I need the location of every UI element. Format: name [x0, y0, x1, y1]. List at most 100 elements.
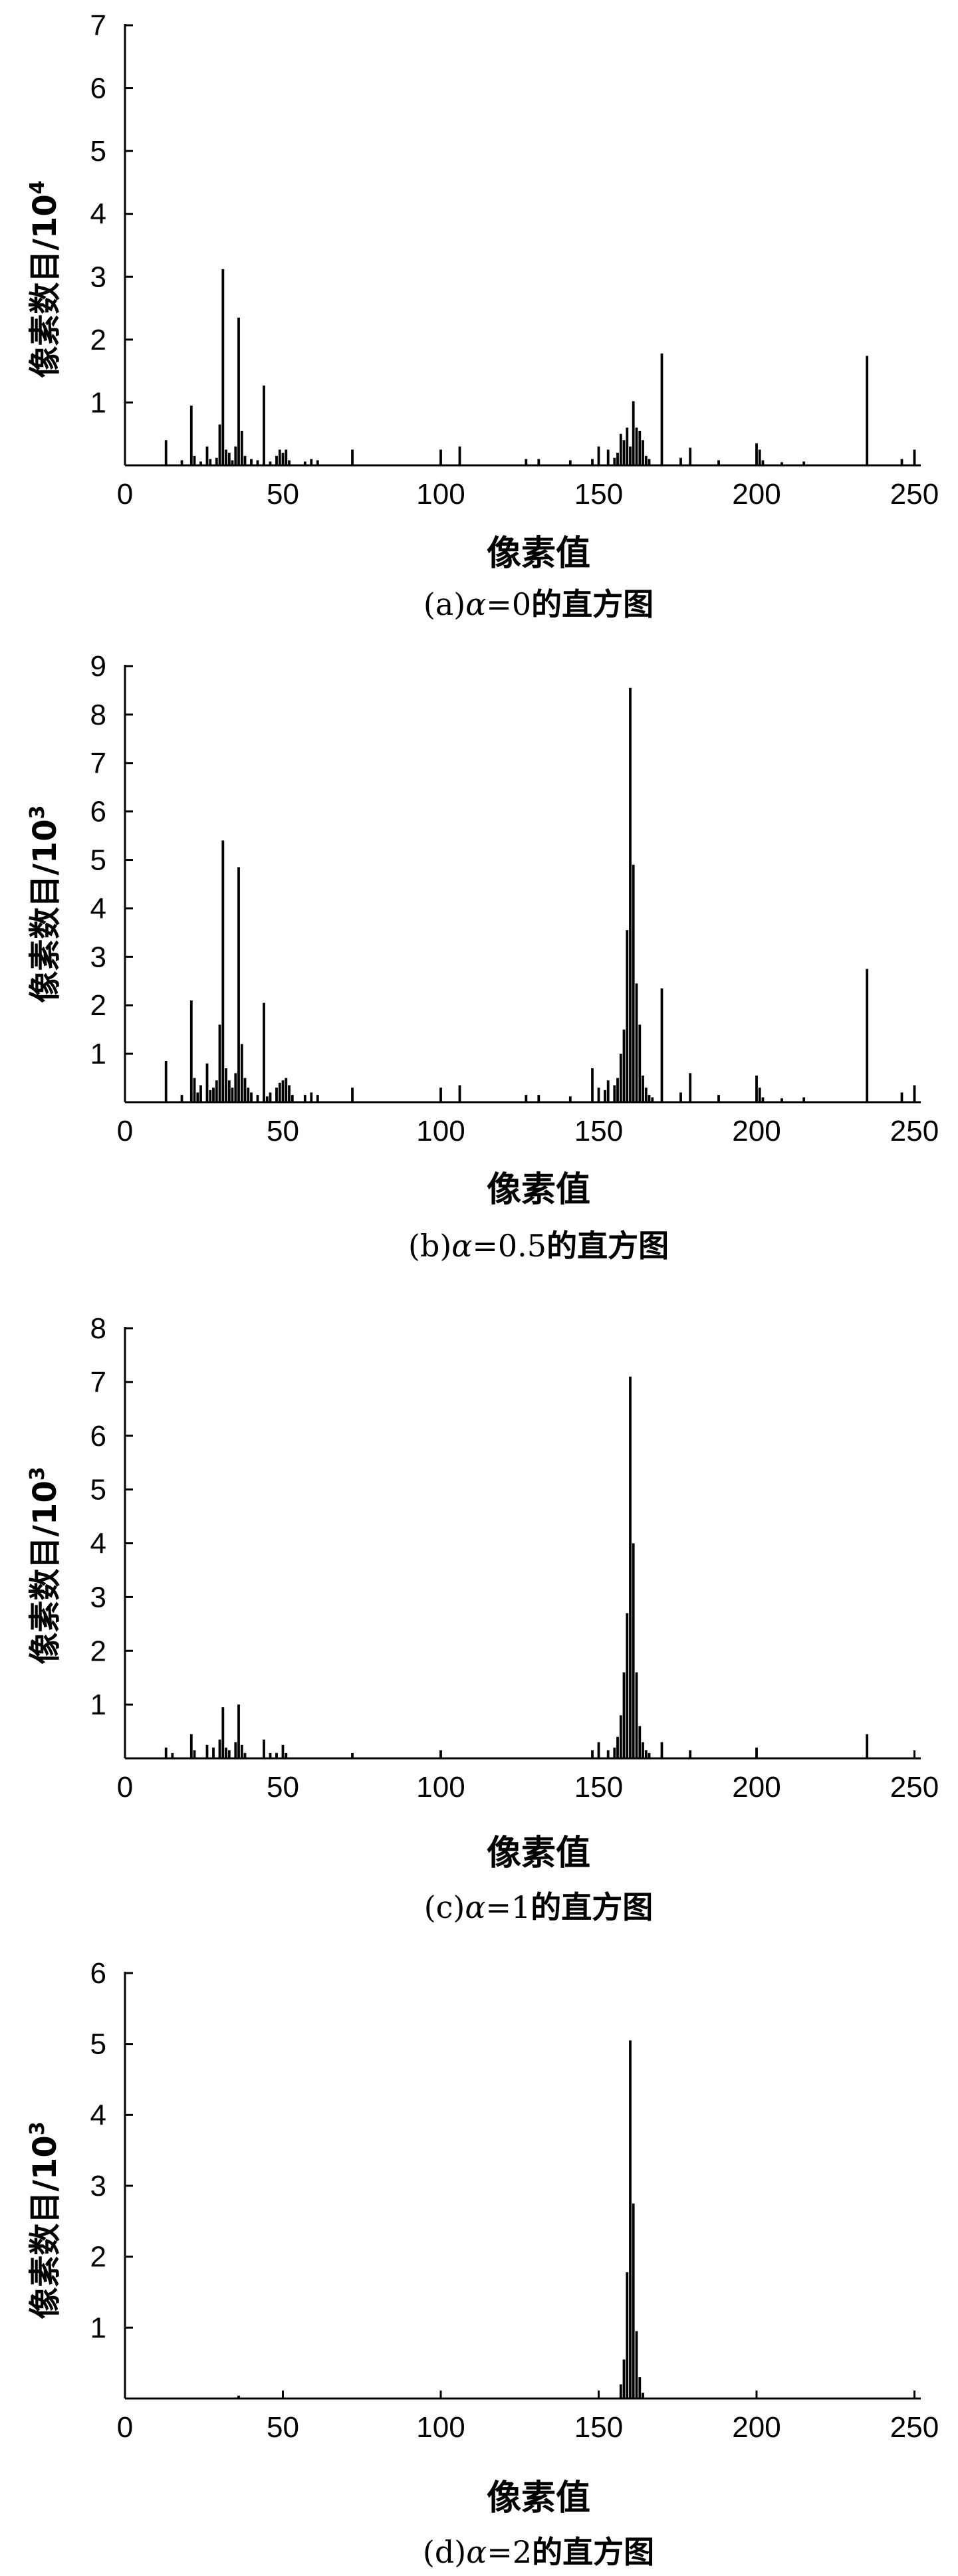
panel-b-bar: [660, 988, 663, 1102]
panel-b-x-tick-label: 200: [732, 1115, 780, 1147]
panel-a-bar: [303, 461, 306, 465]
panel-a-bar: [221, 269, 225, 465]
panel-c-bar: [591, 1750, 594, 1758]
panel-d-x-tick-label: 100: [416, 2411, 465, 2444]
panel-b-bar: [717, 1095, 720, 1102]
panel-a-bar: [689, 447, 692, 465]
panel-c-y-tick-label: 1: [90, 1689, 106, 1721]
panel-d: 0 50 100 150 200 250 1 2 3 4 5 6 像素数目/103 像素值 (d)α=…: [26, 1957, 939, 2570]
panel-d-bar: [629, 2040, 632, 2399]
panel-b-bar: [644, 1088, 648, 1102]
panel-d-bar: [622, 2359, 626, 2399]
panel-b-bar: [648, 1095, 651, 1102]
panel-b-bar: [913, 1085, 916, 1102]
panel-a-bars: [164, 269, 916, 465]
panel-d-bar: [635, 2331, 638, 2399]
panel-a-bar: [780, 462, 783, 465]
panel-b-bar: [568, 1096, 572, 1102]
panel-a-bar: [717, 460, 720, 465]
panel-a: 0 50 100 150 200 250 1 2 3 4 5 6 7 像素数目/104 像素值 (a)α…: [26, 9, 939, 622]
panel-a-bar: [288, 460, 291, 465]
panel-d-x-tick-label: 50: [267, 2411, 299, 2444]
panel-c-y-axis-label: 像素数目/103: [26, 1466, 64, 1664]
panel-c-x-tick-label: 150: [574, 1771, 623, 1804]
panel-a-bar: [278, 449, 281, 465]
panel-b-bar: [632, 864, 635, 1102]
panel-a-caption: (a)α=0的直方图: [423, 586, 654, 622]
panel-b-bar: [619, 1054, 622, 1102]
panel-b-bar: [351, 1088, 354, 1102]
panel-a-bar: [209, 459, 212, 465]
panel-c-bar: [626, 1613, 629, 1758]
panel-b-bar: [679, 1092, 682, 1102]
panel-a-bar: [613, 457, 616, 465]
panel-b-bar: [212, 1088, 215, 1102]
panel-b-bar: [613, 1085, 616, 1102]
panel-d-x-tick-label: 200: [732, 2411, 780, 2444]
panel-a-x-tick-label: 250: [890, 478, 939, 511]
panel-d-axes: [124, 1972, 921, 2400]
panel-b-bar: [250, 1092, 253, 1102]
panel-a-bar: [205, 446, 209, 465]
panel-c-bar: [866, 1734, 869, 1758]
panel-b-ticks: 0 50 100 150 200 250 1 2 3 4 5 6 7 8 9: [90, 650, 939, 1147]
panel-c-x-tick-label: 50: [267, 1771, 299, 1804]
panel-c-bar: [606, 1750, 610, 1758]
panel-b-bar: [755, 1075, 758, 1102]
panel-c-y-tick-label: 7: [90, 1366, 106, 1399]
panel-c-bar: [205, 1744, 209, 1758]
panel-b-bar: [193, 1078, 196, 1102]
panel-a-ticks: 0 50 100 150 200 250 1 2 3 4 5 6 7: [90, 9, 939, 511]
panel-b-bar: [243, 1078, 247, 1102]
panel-b-bar: [866, 969, 869, 1102]
panel-a-bar: [642, 440, 644, 465]
panel-d-y-tick-label: 3: [90, 2170, 106, 2202]
panel-c-y-tick-label: 2: [90, 1635, 106, 1667]
panel-b-axes: [124, 665, 921, 1104]
panel-b-bar: [215, 1080, 218, 1102]
panel-a-bar: [227, 453, 231, 465]
panel-a-bar: [243, 455, 247, 465]
panel-a-x-tick-label: 0: [117, 478, 133, 511]
panel-c-y-tick-label: 5: [90, 1474, 106, 1506]
panel-c-bar: [275, 1752, 278, 1758]
panel-c-y-tick-label: 4: [90, 1528, 106, 1560]
panel-a-bar: [275, 455, 278, 465]
panel-b-x-axis-label: 像素值: [487, 1170, 590, 1210]
panel-d-y-tick-label: 2: [90, 2241, 106, 2274]
panel-a-bar: [866, 356, 869, 465]
panel-b-bar: [651, 1097, 654, 1102]
panel-b-bar: [180, 1095, 183, 1102]
panel-b-bar: [269, 1092, 272, 1102]
panel-d-bar: [626, 2272, 629, 2399]
panel-c-bar: [285, 1752, 288, 1758]
panel-b-bar: [227, 1080, 231, 1102]
panel-b-bar: [285, 1078, 288, 1102]
panel-b-bar: [900, 1092, 903, 1102]
panel-b-bar: [225, 1068, 227, 1102]
panel-b-bar: [525, 1095, 528, 1102]
panel-d-bar: [619, 2384, 622, 2399]
panel-b-bar: [205, 1063, 209, 1102]
panel-a-bar: [619, 433, 622, 465]
panel-a-x-tick-label: 150: [574, 478, 623, 511]
panel-d-y-axis-label: 像素数目/103: [26, 2121, 64, 2319]
panel-a-y-tick-label: 2: [90, 324, 106, 356]
panel-b-x-tick-label: 50: [267, 1115, 299, 1147]
panel-d-caption: (d)α=2的直方图: [423, 2534, 654, 2570]
panel-b-x-tick-label: 150: [574, 1115, 623, 1147]
panel-a-bar: [900, 459, 903, 465]
panel-d-y-tick-label: 5: [90, 2028, 106, 2061]
panel-b-bar: [221, 840, 225, 1102]
panel-b-bar: [281, 1080, 285, 1102]
panel-a-bar: [237, 317, 240, 465]
panel-c-bar: [597, 1742, 600, 1758]
panel-c-caption: (c)α=1的直方图: [424, 1889, 654, 1925]
panel-c-bar: [638, 1726, 642, 1758]
panel-c-bar: [622, 1672, 626, 1758]
panel-a-bar: [189, 406, 193, 465]
panel-b-bar: [265, 1096, 269, 1102]
panel-c-bar: [613, 1747, 616, 1758]
panel-c-bar: [263, 1739, 265, 1758]
panel-c-bars: [164, 1376, 869, 1758]
